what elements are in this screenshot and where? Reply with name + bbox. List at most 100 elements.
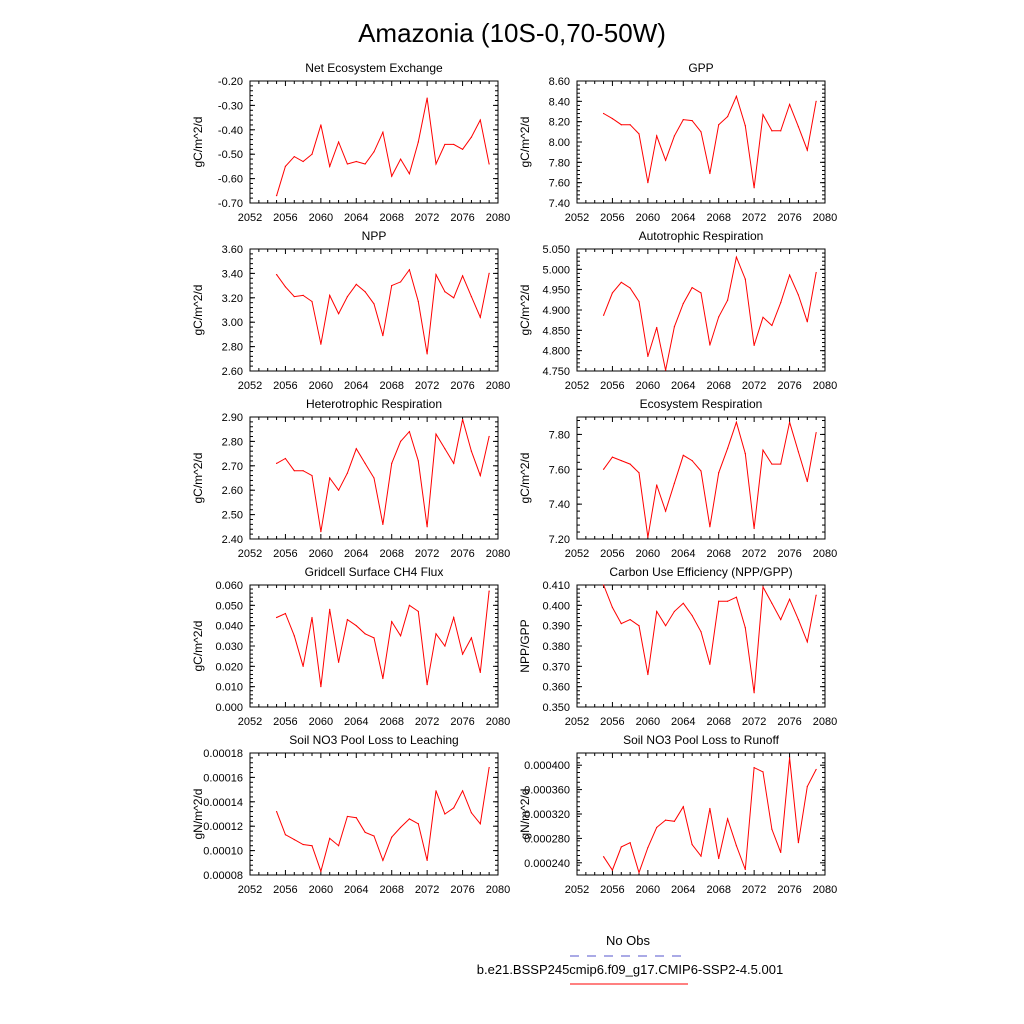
data-point bbox=[797, 618, 800, 621]
chart-panel: GPP 2052 2056 2060 2064 2068 2072 2076 2080 7.40 7… bbox=[518, 61, 837, 224]
data-point bbox=[355, 625, 357, 627]
x-tick-label: 2080 bbox=[486, 212, 510, 224]
data-point bbox=[311, 474, 313, 477]
y-tick-label: 7.80 bbox=[549, 429, 570, 441]
x-tick-label: 2072 bbox=[742, 212, 766, 224]
series-line bbox=[603, 757, 817, 875]
data-point bbox=[638, 625, 640, 627]
data-point bbox=[788, 598, 791, 600]
y-tick-label: 2.80 bbox=[222, 436, 243, 448]
data-point bbox=[320, 686, 322, 688]
y-tick-label: 3.20 bbox=[222, 293, 243, 305]
x-tick-label: 2068 bbox=[379, 380, 403, 392]
data-point bbox=[408, 269, 411, 271]
plot-frame bbox=[249, 80, 499, 204]
data-point bbox=[797, 126, 800, 128]
x-tick-label: 2080 bbox=[486, 716, 510, 728]
x-tick-label: 2068 bbox=[379, 716, 403, 728]
data-point bbox=[753, 767, 755, 769]
data-point bbox=[797, 294, 800, 296]
x-tick-label: 2052 bbox=[238, 548, 262, 560]
panel-title: Carbon Use Efficiency (NPP/GPP) bbox=[609, 565, 792, 579]
data-point bbox=[293, 470, 295, 472]
y-tick-label: 7.40 bbox=[549, 499, 570, 511]
x-tick-label: 2068 bbox=[706, 212, 730, 224]
y-tick-label: 7.80 bbox=[549, 157, 570, 169]
x-tick-label: 2056 bbox=[273, 548, 297, 560]
data-point bbox=[806, 321, 808, 323]
panel-title: GPP bbox=[688, 61, 713, 75]
data-point bbox=[417, 141, 419, 143]
data-point bbox=[726, 818, 729, 820]
y-tick-label: 7.60 bbox=[549, 178, 570, 190]
data-point bbox=[444, 291, 446, 293]
x-tick-label: 2060 bbox=[309, 884, 333, 896]
data-point bbox=[408, 818, 411, 820]
y-tick-label: 2.40 bbox=[222, 534, 243, 546]
data-point bbox=[735, 256, 738, 258]
x-tick-label: 2076 bbox=[777, 884, 801, 896]
data-point bbox=[391, 621, 393, 623]
data-point bbox=[806, 785, 808, 788]
data-point bbox=[797, 842, 800, 844]
data-point bbox=[346, 815, 349, 818]
data-point bbox=[284, 165, 287, 167]
data-point bbox=[399, 440, 402, 442]
y-axis-label: gC/m^2/d bbox=[518, 117, 532, 168]
data-point bbox=[417, 823, 419, 825]
data-point bbox=[647, 182, 649, 184]
x-tick-label: 2056 bbox=[600, 380, 624, 392]
data-point bbox=[293, 635, 295, 637]
data-point bbox=[284, 286, 287, 288]
y-tick-label: 0.00014 bbox=[203, 797, 243, 809]
data-point bbox=[620, 459, 622, 462]
data-point bbox=[682, 806, 684, 808]
y-tick-label: -0.70 bbox=[218, 198, 243, 210]
data-point bbox=[461, 275, 464, 277]
data-point bbox=[453, 807, 455, 809]
data-point bbox=[780, 851, 782, 854]
data-point bbox=[329, 165, 331, 167]
data-point bbox=[709, 172, 711, 175]
x-tick-label: 2076 bbox=[777, 548, 801, 560]
data-point bbox=[656, 826, 658, 829]
x-tick-label: 2060 bbox=[636, 548, 660, 560]
x-tick-label: 2072 bbox=[742, 380, 766, 392]
data-point bbox=[700, 470, 702, 472]
data-point bbox=[311, 845, 313, 847]
data-point bbox=[391, 285, 393, 287]
y-tick-label: -0.20 bbox=[218, 76, 243, 88]
y-tick-label: 0.000240 bbox=[524, 858, 570, 870]
data-point bbox=[302, 470, 304, 472]
data-point bbox=[664, 625, 667, 627]
y-tick-label: 3.00 bbox=[222, 317, 243, 329]
chart-panel: NPP 2052 2056 2060 2064 2068 2072 2076 2080 2.60 2… bbox=[191, 229, 510, 392]
y-tick-label: -0.50 bbox=[218, 149, 243, 161]
x-tick-label: 2060 bbox=[636, 884, 660, 896]
chart-panel: Autotrophic Respiration 2052 2056 2060 2064 2… bbox=[518, 229, 837, 392]
panel-title: Autotrophic Respiration bbox=[639, 229, 764, 243]
data-point bbox=[664, 369, 667, 371]
legend-obs-label: No Obs bbox=[606, 933, 651, 948]
data-point bbox=[337, 845, 340, 847]
data-point bbox=[806, 641, 808, 643]
x-tick-label: 2064 bbox=[344, 716, 368, 728]
y-axis-label: gC/m^2/d bbox=[518, 285, 532, 336]
y-tick-label: 0.000400 bbox=[524, 760, 570, 772]
data-point bbox=[355, 817, 357, 819]
plot-frame bbox=[576, 80, 826, 204]
y-axis-label: NPP/GPP bbox=[518, 619, 532, 672]
x-tick-label: 2052 bbox=[565, 380, 589, 392]
data-point bbox=[735, 596, 738, 598]
data-point bbox=[337, 141, 340, 143]
x-tick-label: 2072 bbox=[415, 548, 439, 560]
x-tick-label: 2068 bbox=[706, 716, 730, 728]
data-point bbox=[673, 820, 676, 822]
x-tick-label: 2060 bbox=[636, 716, 660, 728]
x-tick-label: 2068 bbox=[379, 212, 403, 224]
chart-panel: Ecosystem Respiration 2052 2056 2060 2064 206… bbox=[518, 397, 837, 560]
y-tick-label: 7.40 bbox=[549, 198, 570, 210]
data-point bbox=[718, 316, 720, 318]
data-point bbox=[470, 295, 473, 298]
data-point bbox=[346, 163, 349, 165]
